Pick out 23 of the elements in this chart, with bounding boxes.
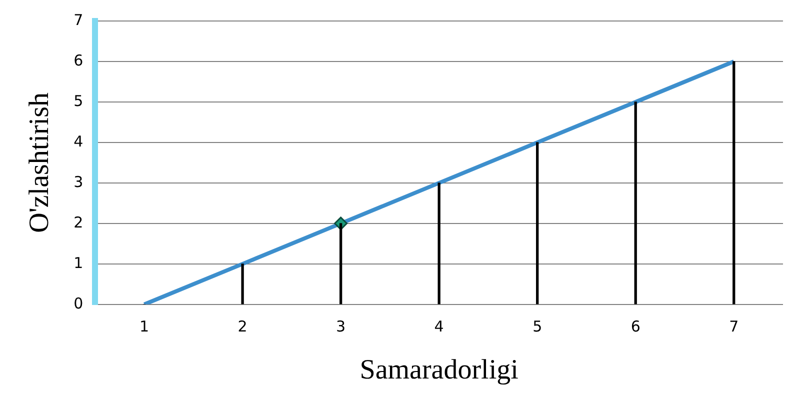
y-tick-label: 7	[74, 10, 84, 29]
x-tick-label: 4	[434, 317, 444, 336]
x-tick-label: 7	[729, 317, 739, 336]
x-tick-label: 1	[140, 317, 150, 336]
y-tick-label: 1	[74, 254, 84, 272]
y-tick-label: 5	[74, 92, 84, 110]
x-tick-label: 2	[238, 317, 248, 336]
y-tick-label: 2	[74, 213, 84, 232]
y-tick-label: 6	[74, 51, 84, 70]
bar	[536, 142, 539, 304]
y-tick-label: 4	[74, 132, 84, 150]
bar	[241, 264, 244, 304]
y-tick-label: 0	[74, 294, 84, 312]
bar	[339, 223, 342, 304]
y-tick-label: 3	[74, 172, 84, 191]
x-tick-label: 3	[336, 317, 346, 336]
bar	[438, 182, 440, 304]
x-tick-label: 6	[630, 317, 640, 336]
y-axis-title: O'zlashtirish	[24, 92, 56, 233]
x-tick-label: 5	[532, 317, 542, 336]
x-axis-title: Samaradorligi	[360, 354, 519, 386]
bar	[732, 61, 736, 304]
bar	[634, 102, 637, 304]
